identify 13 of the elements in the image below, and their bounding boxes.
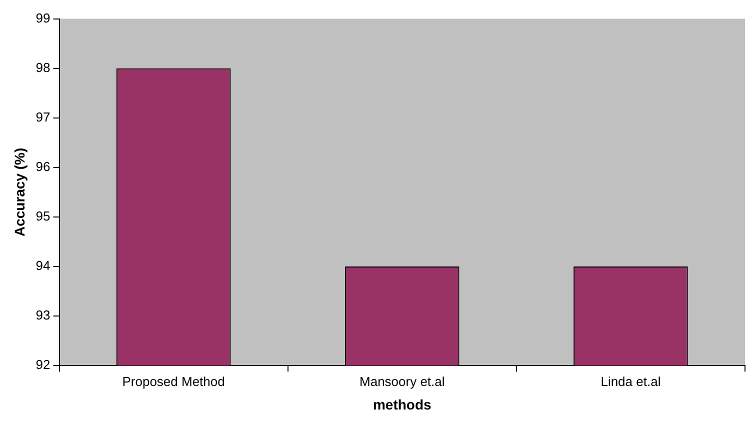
y-tick-label: 94 <box>36 258 50 274</box>
y-tick-label: 99 <box>36 10 50 26</box>
x-tick-label: Mansoory et.al <box>359 374 445 389</box>
y-tick-label: 93 <box>36 308 50 323</box>
y-tick-label: 98 <box>36 60 50 75</box>
x-tick-label: Proposed Method <box>122 374 225 389</box>
x-axis-title: methods <box>372 396 432 412</box>
x-tick-label: Linda et.al <box>600 374 661 389</box>
y-tick-label: 92 <box>36 357 50 372</box>
y-tick-label: 97 <box>36 109 50 124</box>
y-axis-title: Accuracy (%) <box>11 148 28 237</box>
y-tick-label: 96 <box>36 159 50 174</box>
y-tick-label: 95 <box>36 208 50 224</box>
